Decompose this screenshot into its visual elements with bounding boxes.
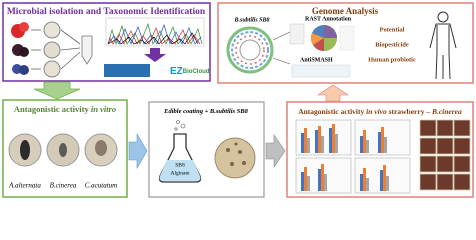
- result-charts: [295, 119, 411, 194]
- potential-label: Potential: [380, 26, 405, 33]
- pathogen-label: B.cinerea: [50, 182, 77, 190]
- annotation-table: [289, 23, 305, 45]
- coating-title: Edible coating + B.subtilis SB8: [163, 108, 248, 115]
- pathogen-label: A.alternata: [8, 182, 41, 190]
- title-part: Antagonistic activity: [14, 104, 91, 114]
- human-figure: [429, 11, 457, 80]
- title-part: Antagonistic activity: [298, 107, 366, 116]
- ez: EZ: [170, 66, 183, 77]
- fruits: [11, 22, 29, 75]
- title-part: SB8: [235, 108, 249, 115]
- rast-label: RAST Annotation: [305, 16, 352, 22]
- strawberry-photos: [419, 119, 471, 191]
- title-part: Edible coating +: [163, 108, 210, 115]
- in-vivo-title: Antagonistic activity in vivo strawberry…: [298, 107, 462, 116]
- pathogen-label: C.acutatum: [85, 182, 117, 190]
- pink-arrow: [317, 84, 349, 102]
- petri-dishes: [43, 21, 61, 78]
- green-arrow: [33, 81, 81, 100]
- antismash-label: AntiSMASH: [300, 57, 333, 63]
- flask: [158, 120, 202, 183]
- gray-arrow: [265, 134, 286, 168]
- pie-legend: [339, 25, 355, 51]
- title-part: B.cinerea: [431, 107, 462, 116]
- in-vitro-title: Antagonistic activity in vitro: [14, 104, 116, 114]
- title-part: B.subtilis: [209, 108, 236, 115]
- flask-label: SB8: [175, 162, 185, 168]
- ez-logo: EZBioCloud: [170, 66, 210, 77]
- coated-dish: [214, 137, 256, 179]
- strain-label: B.subtilis SB8: [233, 17, 269, 23]
- genome-title: Genome Analysis: [312, 6, 379, 16]
- in-vitro-dishes: [8, 133, 118, 167]
- antismash-result: [291, 64, 351, 78]
- connectors: [272, 31, 291, 65]
- title-part: in vivo: [366, 107, 387, 116]
- arrows-to-tube: [60, 29, 81, 70]
- flask-label: Alginate: [171, 170, 190, 176]
- chromatogram: [105, 17, 205, 47]
- purple-arrow: [144, 48, 166, 62]
- arrows-to-dishes: [31, 29, 41, 70]
- title-part: in vitro: [91, 104, 116, 114]
- blue-arrow: [128, 132, 148, 170]
- potential-label: Biopesticide: [375, 41, 409, 48]
- graphical-abstract: Microbial isolation and Taxonomic Identi…: [2, 2, 474, 198]
- isolation-title: Microbial isolation and Taxonomic Identi…: [7, 7, 206, 17]
- potential-label: Human probiotic: [368, 56, 416, 63]
- circular-genome: [226, 26, 274, 74]
- title-part: strawberry –: [387, 107, 432, 116]
- database-logo: [104, 64, 150, 77]
- tube: [81, 35, 93, 65]
- biocloud: BioCloud: [183, 69, 210, 75]
- rast-pie: [310, 25, 337, 52]
